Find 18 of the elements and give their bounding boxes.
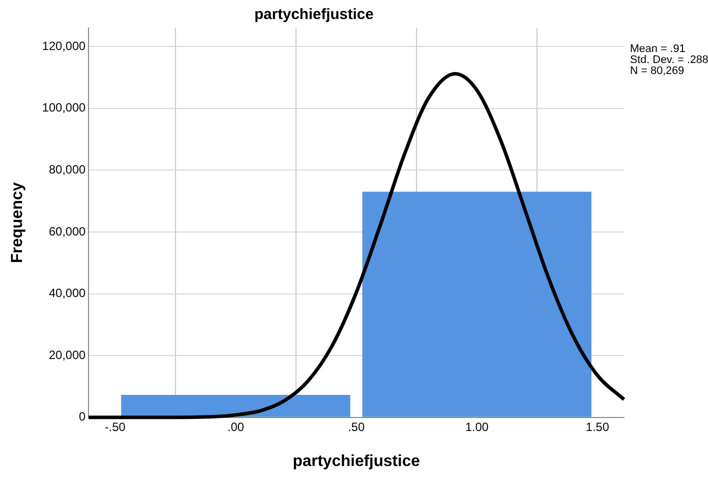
y-axis-title: Frequency [9,182,26,264]
y-tick-label: 60,000 [48,224,86,238]
x-tick-label: 1.50 [586,420,610,434]
x-tick-label: -.50 [104,420,126,434]
y-tick-label: 80,000 [48,162,86,176]
x-axis-title: partychiefjustice [292,452,420,470]
y-tick-label: 100,000 [42,100,86,115]
y-tick-label: 40,000 [48,286,86,300]
text: N = 80,269 [630,65,686,77]
y-tick-label: 20,000 [48,348,86,362]
y-tick-label: 120,000 [42,38,86,53]
x-tick-label: 1.00 [465,420,489,434]
chart-title: partychiefjustice [254,6,374,24]
x-tick-label: .50 [348,420,365,434]
text: Std. Dev. = .288 [630,54,708,66]
x-tick-label: .00 [227,420,244,434]
y-tick-label: 0 [78,410,86,424]
text: Mean = .91 [630,43,686,55]
